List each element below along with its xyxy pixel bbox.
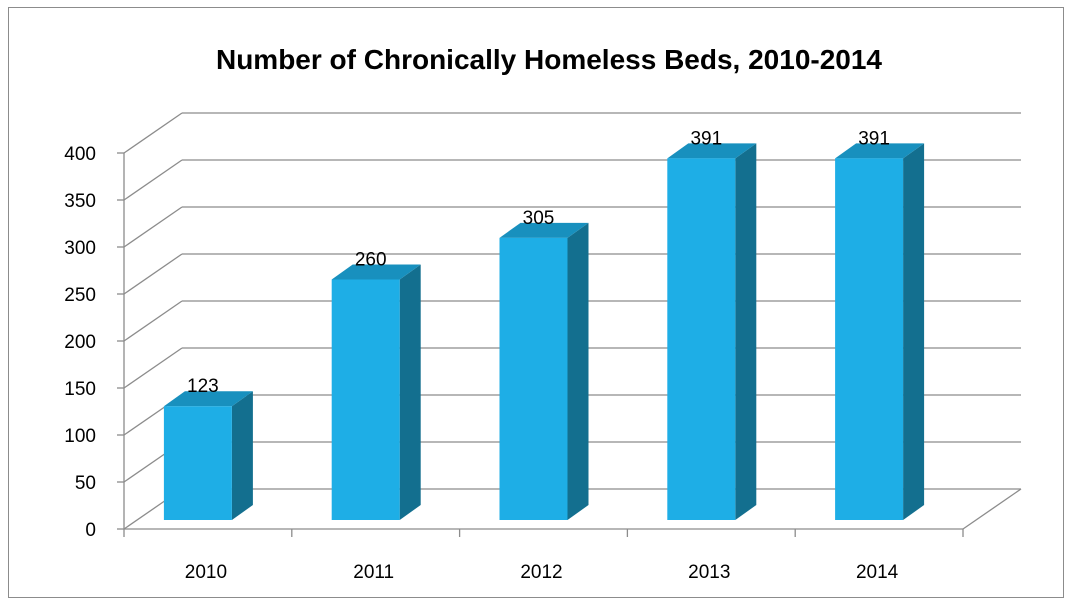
y-tick-label: 200 (64, 332, 96, 353)
y-tick-label: 100 (64, 426, 96, 447)
bar (331, 264, 421, 520)
bar-side (903, 143, 925, 520)
y-tick-label: 400 (64, 144, 96, 165)
bar (835, 143, 925, 520)
data-label: 260 (355, 250, 387, 271)
gridline-side (123, 253, 183, 295)
data-label: 391 (690, 128, 722, 149)
bar (667, 143, 757, 520)
x-axis-tick-labels: 2010 2011 2012 2013 2014 (185, 562, 899, 583)
bars (163, 143, 925, 520)
y-tick-label: 0 (85, 520, 96, 541)
y-tick-label: 250 (64, 285, 96, 306)
x-tick-label: 2010 (185, 562, 227, 583)
bar-top (499, 222, 589, 238)
bar-front (499, 237, 568, 520)
x-tick-label: 2012 (520, 562, 562, 583)
gridline-side (123, 206, 183, 248)
bar-top (835, 143, 925, 159)
bar-side (567, 222, 589, 520)
x-tick-label: 2014 (856, 562, 899, 583)
y-tick-label: 150 (64, 379, 96, 400)
bar (163, 391, 253, 520)
y-tick-label: 50 (75, 473, 96, 494)
bar-top (667, 143, 757, 159)
x-tick-label: 2013 (688, 562, 730, 583)
gridline-side (123, 159, 183, 201)
data-label: 305 (523, 208, 555, 229)
y-tick-label: 350 (64, 191, 96, 212)
data-label: 123 (187, 376, 219, 397)
bar-top (331, 264, 421, 280)
floor-edge-right (962, 488, 1022, 530)
bar (499, 222, 589, 520)
x-tick-label: 2011 (353, 562, 394, 583)
bar-front (667, 158, 736, 520)
gridline-side (123, 112, 183, 154)
y-axis-tick-labels: 0 50 100 150 200 250 300 350 400 (64, 144, 96, 541)
bar-top (163, 391, 253, 407)
bar-front (835, 158, 904, 520)
bar-front (163, 406, 232, 520)
bar-side (231, 391, 253, 520)
axes (117, 152, 1022, 537)
gridline-side (123, 300, 183, 342)
bar-side (399, 264, 421, 520)
chart-title: Number of Chronically Homeless Beds, 201… (216, 44, 882, 75)
y-tick-label: 300 (64, 238, 96, 259)
gridline-side (123, 347, 183, 389)
bar-side (735, 143, 757, 520)
bar-front (331, 279, 400, 520)
data-labels: 123 260 305 391 391 (187, 128, 890, 397)
data-label: 391 (858, 128, 890, 149)
